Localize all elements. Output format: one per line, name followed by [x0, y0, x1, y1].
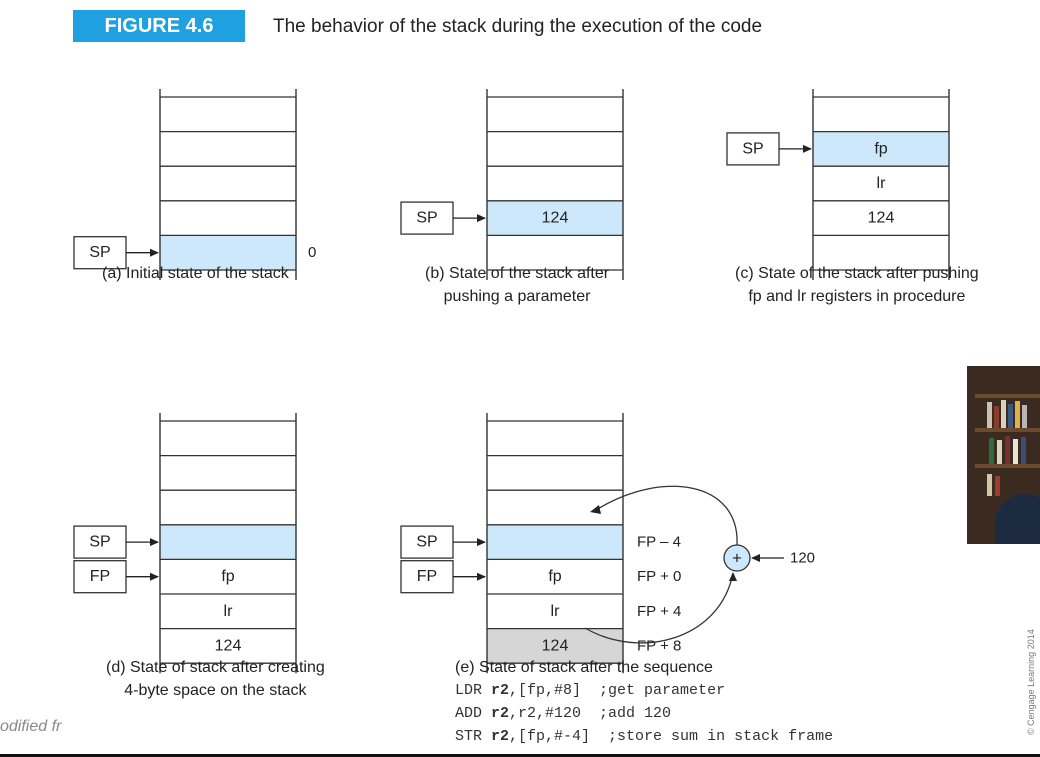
bottom-rule [0, 754, 1040, 757]
flow-param-to-adder [584, 572, 734, 644]
offset-label-0: FP – 4 [637, 534, 681, 551]
stack-e-cell-5-value: lr [551, 603, 561, 620]
stack-d-cell-4-value: fp [221, 568, 234, 585]
stack-c-cell-1-value: fp [874, 140, 887, 157]
copyright: © Cengage Learning 2014 [1026, 629, 1036, 735]
stack-a-side-label: 0 [308, 244, 316, 261]
stack-e-cell-6-fill [487, 628, 623, 664]
caption-c: (c) State of the stack after pushing fp … [735, 265, 979, 305]
webcam-thumbnail [967, 366, 1040, 544]
adder-input-label: 120 [790, 550, 815, 567]
adder-symbol: + [732, 549, 742, 568]
flow-param-arrowhead [729, 572, 737, 581]
pointer-d-fp-label: FP [90, 568, 110, 585]
stack-a-cell-4-fill [160, 235, 296, 270]
offset-label-3: FP + 8 [637, 637, 681, 654]
pointer-c-sp-arrowhead [803, 144, 812, 153]
pointer-d-fp-arrowhead [150, 572, 159, 581]
pointer-d-fp-box [73, 560, 127, 594]
pointer-e-sp-box [400, 525, 454, 559]
stack-b-cell-3-fill [487, 200, 623, 236]
offset-label-1: FP + 0 [637, 568, 681, 585]
pointer-a-sp-box [73, 236, 127, 270]
pointer-e-sp-arrowhead [477, 538, 486, 547]
code-line-ldr: LDR r2,[fp,#8] ;get parameter [455, 682, 726, 699]
stack-e-cell-3-fill [487, 524, 623, 560]
flow-sum-to-cell [595, 485, 738, 546]
adder-input-arrowhead [751, 554, 760, 562]
pointer-a-sp-label: SP [89, 244, 110, 261]
caption-b: (b) State of the stack after pushing a p… [425, 265, 610, 305]
pointer-b-sp-arrowhead [477, 214, 486, 223]
pointer-e-fp-label: FP [417, 568, 437, 585]
pointer-b-sp-label: SP [416, 210, 437, 227]
flow-sum-arrowhead [590, 505, 601, 514]
pointer-e-fp-arrowhead [477, 572, 486, 581]
caption-e: (e) State of stack after the sequence [455, 659, 713, 676]
caption-a: (a) Initial state of the stack [102, 265, 289, 282]
pointer-e-sp-label: SP [416, 534, 437, 551]
figure-title: The behavior of the stack during the exe… [273, 16, 763, 37]
stack-e-cell-4-value: fp [548, 568, 561, 585]
pointer-a-sp-arrowhead [150, 248, 159, 257]
stack-c-cell-3-value: 124 [868, 210, 895, 227]
caption-d: (d) State of stack after creating 4-byte… [106, 659, 325, 699]
stack-c-cell-2-value: lr [877, 175, 887, 192]
stack-d-cell-3-fill [160, 524, 296, 560]
pointer-c-sp-label: SP [742, 140, 763, 157]
figure-label: FIGURE 4.6 [73, 10, 245, 42]
stack-d-cell-6-value: 124 [215, 637, 242, 654]
pointer-d-sp-arrowhead [150, 538, 159, 547]
pointer-e-fp-box [400, 560, 454, 594]
stack-b-cell-3-value: 124 [542, 210, 569, 227]
stack-e-cell-6-value: 124 [542, 637, 569, 654]
code-line-str: STR r2,[fp,#-4] ;store sum in stack fram… [455, 728, 834, 745]
pointer-b-sp-box [400, 201, 454, 235]
stack-c-cell-1-fill [813, 131, 949, 167]
footer-text: odified fr [0, 718, 62, 735]
offset-label-2: FP + 4 [637, 603, 681, 620]
code-line-add: ADD r2,r2,#120 ;add 120 [455, 705, 672, 722]
pointer-d-sp-label: SP [89, 534, 110, 551]
stack-d-cell-5-value: lr [224, 603, 234, 620]
